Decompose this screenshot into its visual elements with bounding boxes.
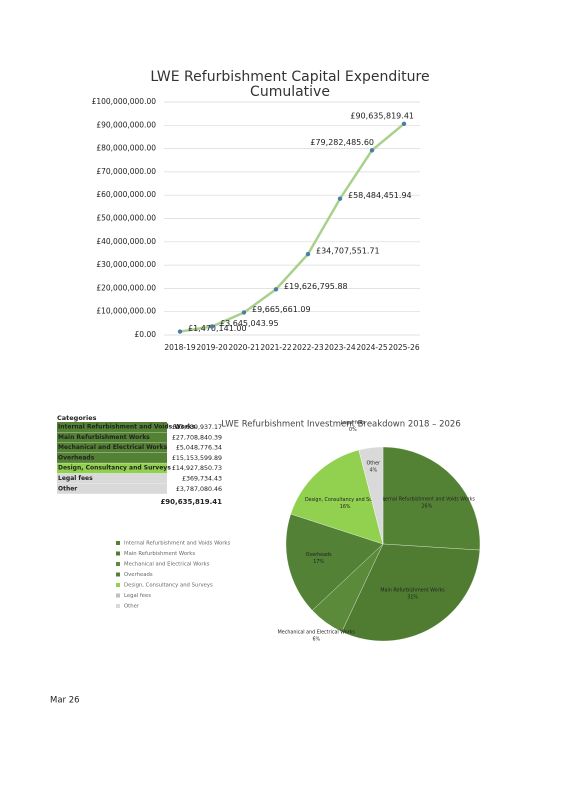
data-label: £19,626,795.88 [284,282,348,291]
table-cell [57,473,167,484]
marker [241,310,247,315]
x-tick-label: 2024-25 [356,343,388,352]
table-header: Categories [57,414,97,422]
y-tick-label: £70,000,000.00 [96,167,156,176]
y-tick-label: £40,000,000.00 [96,237,156,246]
pie-slice [285,513,384,611]
data-label: £34,707,551.71 [316,247,380,256]
legend-swatch [116,572,120,577]
table-amount: £5,048,776.34 [176,445,222,452]
x-tick-label: 2018-19 [164,343,196,352]
y-tick-label: £50,000,000.00 [96,214,156,223]
x-tick-label: 2022-23 [292,343,324,352]
legend-label: Main Refurbishment Works [124,551,195,557]
table-category: Other [58,485,77,492]
data-label: £1,470,141.00 [188,324,247,333]
table-cell [57,432,167,443]
y-tick-label: £100,000,000.00 [92,97,157,106]
legend-label: Mechanical and Electrical Works [124,562,210,568]
line-title: LWE Refurbishment Capital Expenditure Cu… [150,69,430,100]
slice-label: Design, Consultancy and Surveys [305,497,386,503]
slice-value: 0% [349,427,357,433]
legend-swatch [116,551,120,556]
data-label: £58,484,451.94 [348,191,412,200]
pie-title: LWE Refurbishment Investment Breakdown 2… [221,420,460,430]
legend-label: Design, Consultancy and Surveys [124,583,213,589]
data-label: £3,645,043.95 [220,319,279,328]
slice-value: 17% [313,559,324,565]
legend-label: Internal Refurbishment and Voids Works [124,541,230,547]
y-tick-label: £0.00 [135,330,157,339]
y-tick-label: £10,000,000.00 [96,307,156,316]
slice-value: 31% [407,595,418,601]
table-category: Internal Refurbishment and Voids Works [58,424,196,431]
y-tick-label: £20,000,000.00 [96,283,156,292]
legend-swatch [116,604,120,608]
slice-value: 16% [340,504,351,510]
table-amount: £14,927,850.73 [172,465,222,472]
marker [209,324,215,329]
legend-swatch [116,541,120,545]
y-tick-label: £60,000,000.00 [96,190,156,199]
table-total: £90,635,819.41 [160,498,222,506]
table-category: Design, Consultancy and Surveys [58,465,171,472]
table-amount: £3,787,080.46 [176,486,222,493]
pie-slice [358,446,384,545]
x-tick-label: 2019-20 [196,343,228,352]
legend-swatch [116,583,120,587]
footer: Mar 26 [50,696,80,706]
line [179,122,405,333]
legend-swatch [116,562,120,566]
marker [177,329,183,334]
data-label: £79,282,485.60 [310,138,374,147]
legend-label: Legal fees [124,593,151,599]
pie-slice [290,449,384,545]
table-category: Overheads [58,454,95,461]
table-cell [57,422,167,432]
legend-label: Overheads [124,572,153,578]
marker [273,287,279,292]
slice-label: Internal Refurbishment and Voids Works [379,496,476,502]
y-tick-label: £90,000,000.00 [96,120,156,129]
y-tick-label: £30,000,000.00 [96,260,156,269]
table-cell [57,483,167,494]
table-category: Main Refurbishment Works [58,434,150,441]
slice-label: Other [366,461,380,467]
pie-slice [341,543,480,642]
marker [401,121,407,127]
table-amount: £23,639,937.17 [172,424,222,431]
x-tick-label: 2025-26 [388,343,420,352]
pie-slice [382,446,481,551]
x-tick-label: 2021-22 [260,343,292,352]
x-tick-label: 2023-24 [324,343,356,352]
table-amount: £15,153,599.89 [172,455,222,462]
table-category: Legal fees [58,475,93,482]
table-amount: £27,708,840.39 [172,434,222,441]
marker [305,251,311,257]
slice-value: 6% [312,636,320,642]
x-tick-label: 2020-21 [228,343,260,352]
slice-label: Legal fees [341,420,366,426]
table-cell [57,452,167,463]
slice-label: Main Refurbishment Works [380,588,445,594]
table-amount: £369,734.43 [182,476,222,483]
marker [369,148,375,153]
table-category: Mechanical and Electrical Works [58,444,168,451]
data-label: £9,665,661.09 [252,305,311,314]
marker [337,196,343,201]
slice-value: 26% [422,503,433,509]
slice-label: Mechanical and Electrical Works [278,629,356,635]
data-label: £90,635,819.41 [350,111,414,120]
table-cell [57,442,167,453]
legend-swatch [116,593,120,598]
table-cell [57,463,167,474]
legend-label: Other [124,604,140,610]
slice-value: 4% [369,468,377,474]
y-tick-label: £80,000,000.00 [96,144,156,153]
slice-label: Overheads [306,552,332,558]
